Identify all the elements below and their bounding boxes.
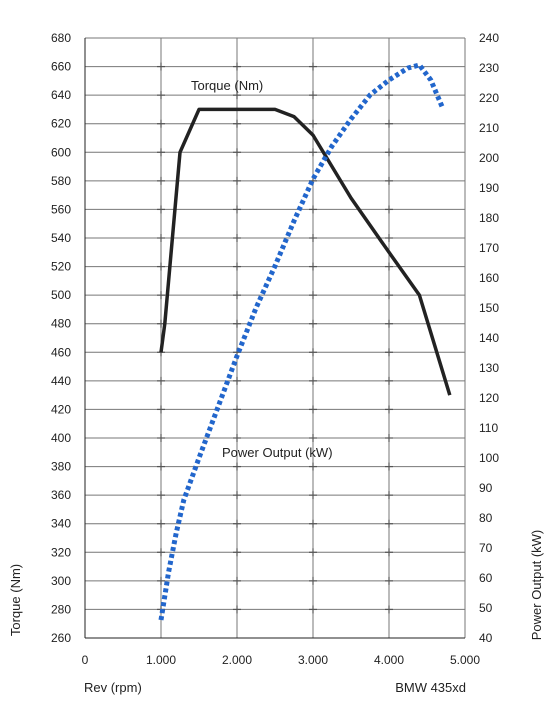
y2-tick-label: 140 <box>479 331 499 345</box>
y-tick-label: 460 <box>51 345 71 359</box>
y-tick-label: 540 <box>51 231 71 245</box>
power-series-label: Power Output (kW) <box>222 445 333 460</box>
y-tick-label: 560 <box>51 202 71 216</box>
y-tick-label: 520 <box>51 260 71 274</box>
y2-tick-label: 50 <box>479 601 493 615</box>
y2-tick-label: 130 <box>479 361 499 375</box>
y2-tick-label: 90 <box>479 481 493 495</box>
y2-tick-label: 80 <box>479 511 493 525</box>
y-tick-label: 500 <box>51 288 71 302</box>
chart-note: BMW 435xd <box>395 680 466 695</box>
y-tick-label: 480 <box>51 317 71 331</box>
torque-series-label: Torque (Nm) <box>191 78 263 93</box>
y2-tick-label: 100 <box>479 451 499 465</box>
y2-tick-label: 40 <box>479 631 493 645</box>
y-tick-label: 440 <box>51 374 71 388</box>
y-tick-label: 640 <box>51 88 71 102</box>
grid-cross-markers <box>157 62 393 614</box>
x-tick-label: 3.000 <box>298 653 328 667</box>
y-tick-label: 420 <box>51 402 71 416</box>
y-axis-title-right: Power Output (kW) <box>529 530 544 641</box>
y-tick-label: 600 <box>51 145 71 159</box>
y-tick-label: 360 <box>51 488 71 502</box>
y2-tick-label: 240 <box>479 31 499 45</box>
y2-tick-label: 230 <box>479 61 499 75</box>
y-tick-label: 300 <box>51 574 71 588</box>
y-tick-label: 380 <box>51 460 71 474</box>
y2-tick-label: 120 <box>479 391 499 405</box>
y-tick-label: 400 <box>51 431 71 445</box>
x-tick-label: 2.000 <box>222 653 252 667</box>
y-tick-label: 260 <box>51 631 71 645</box>
torque-line <box>159 107 452 396</box>
y-tick-label: 340 <box>51 517 71 531</box>
y2-tick-label: 220 <box>479 91 499 105</box>
y2-tick-label: 70 <box>479 541 493 555</box>
y-axis-title-left: Torque (Nm) <box>8 564 23 636</box>
grid <box>84 37 466 639</box>
y2-tick-label: 170 <box>479 241 499 255</box>
y-tick-label: 680 <box>51 31 71 45</box>
y2-tick-label: 180 <box>479 211 499 225</box>
y-tick-label: 620 <box>51 117 71 131</box>
x-tick-label: 4.000 <box>374 653 404 667</box>
x-axis-title: Rev (rpm) <box>84 680 142 695</box>
x-tick-label: 5.000 <box>450 653 480 667</box>
y-tick-label: 280 <box>51 602 71 616</box>
y2-tick-label: 160 <box>479 271 499 285</box>
y2-tick-label: 200 <box>479 151 499 165</box>
y-tick-label: 660 <box>51 60 71 74</box>
y2-tick-label: 60 <box>479 571 493 585</box>
power-output-line <box>158 62 445 621</box>
y-tick-label: 320 <box>51 545 71 559</box>
y2-tick-label: 210 <box>479 121 499 135</box>
series-group <box>158 62 452 621</box>
y-tick-label: 580 <box>51 174 71 188</box>
y2-tick-label: 190 <box>479 181 499 195</box>
y2-tick-label: 150 <box>479 301 499 315</box>
x-tick-label: 0 <box>82 653 89 667</box>
y2-tick-label: 110 <box>479 421 498 435</box>
x-tick-label: 1.000 <box>146 653 176 667</box>
tick-labels: 2602803003203403603804004204404604805005… <box>51 31 499 667</box>
